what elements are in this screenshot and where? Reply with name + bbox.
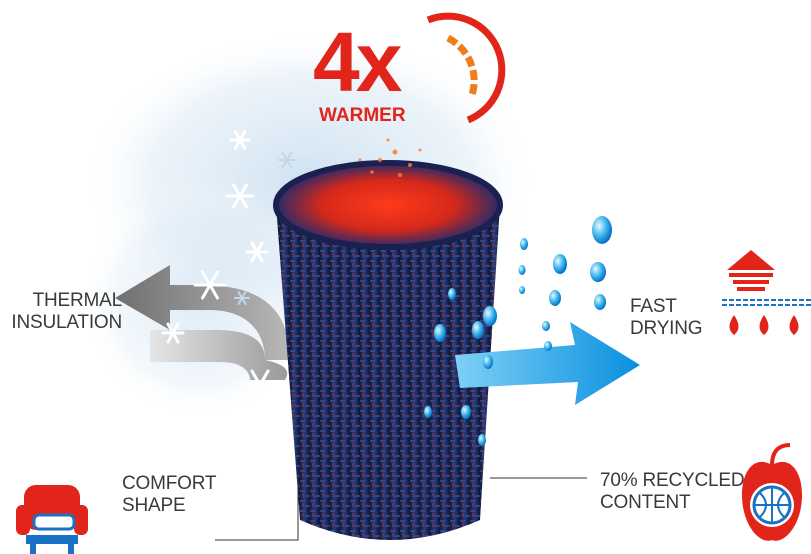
- warmth-arc: [426, 12, 506, 124]
- snowflake-icon: [278, 152, 296, 168]
- leader-line-comfort: [215, 470, 299, 541]
- snowflake-icon: [503, 404, 529, 428]
- warmer-multiplier: 4x: [313, 15, 402, 109]
- warmer-word: WARMER: [319, 105, 406, 126]
- fabric-cylinder: [273, 138, 503, 540]
- snowflake-icon: [234, 291, 250, 305]
- snowflake-icon: [229, 130, 251, 150]
- thermal-arrow: [115, 265, 290, 380]
- snowflake-icon: [242, 369, 278, 401]
- water-drops: [424, 216, 612, 446]
- snowflakes: [161, 130, 529, 428]
- recycled-content-label: 70% RECYCLED CONTENT: [600, 470, 745, 513]
- snowflakes-light: [234, 152, 296, 305]
- fast-drying-label: FAST DRYING: [630, 296, 703, 339]
- snowflake-icon: [193, 270, 227, 300]
- warmth-arc-accent: [446, 34, 478, 97]
- drying-icon: [722, 250, 811, 335]
- snowflake-icon: [245, 241, 269, 263]
- thermal-insulation-label: THERMAL INSULATION: [11, 290, 122, 333]
- drying-arrow: [455, 322, 640, 405]
- apple-globe-icon: [742, 443, 802, 541]
- snowflake-icon: [225, 183, 255, 209]
- armchair-icon: [16, 485, 88, 554]
- snowflake-icon: [161, 322, 185, 344]
- comfort-shape-label: COMFORT SHAPE: [122, 473, 217, 516]
